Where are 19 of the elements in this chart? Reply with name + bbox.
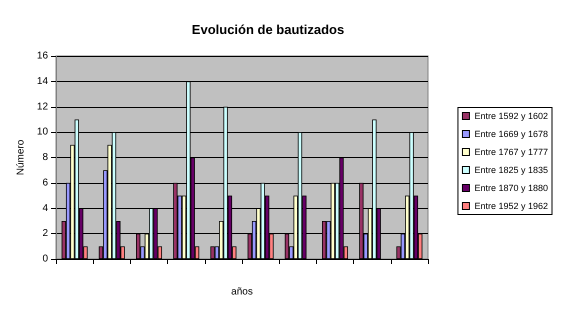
y-tick-label: 10 (36, 126, 48, 138)
bar (210, 246, 215, 259)
legend-label: Entre 1592 y 1602 (474, 111, 548, 121)
legend-label: Entre 1870 y 1880 (474, 183, 548, 193)
y-tick-label: 4 (42, 202, 48, 214)
y-tick-label: 0 (42, 254, 48, 264)
legend-label: Entre 1669 y 1678 (474, 129, 548, 139)
legend-label: Entre 1825 y 1835 (474, 165, 548, 175)
x-axis-title: años (231, 286, 253, 298)
y-tick-label: 8 (42, 152, 48, 163)
chart-title: Evolución de bautizados (192, 22, 344, 37)
y-tick-label: 14 (36, 76, 48, 87)
y-tick-label: 16 (36, 50, 48, 62)
y-tick-label: 2 (42, 228, 48, 240)
y-tick-label: 6 (42, 177, 48, 188)
y-tick-label: 12 (36, 101, 48, 112)
legend-label: Entre 1952 y 1962 (474, 201, 548, 211)
legend-label: Entre 1767 y 1777 (474, 147, 548, 157)
y-axis-title: Número (16, 139, 26, 176)
